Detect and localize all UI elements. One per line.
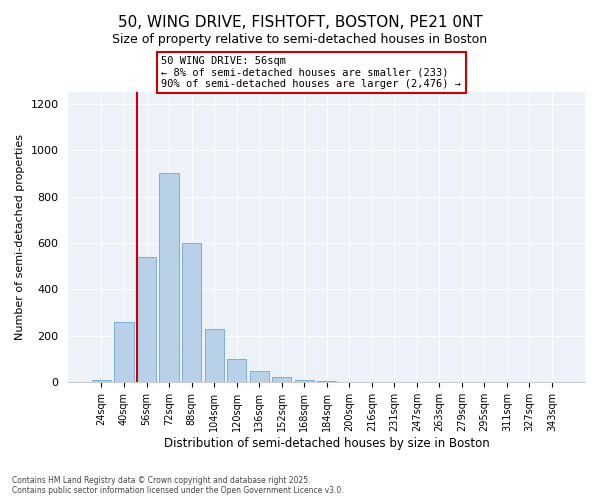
Y-axis label: Number of semi-detached properties: Number of semi-detached properties — [15, 134, 25, 340]
Bar — [92, 380, 111, 382]
Bar — [115, 322, 134, 382]
Text: Size of property relative to semi-detached houses in Boston: Size of property relative to semi-detach… — [112, 32, 488, 46]
Bar — [295, 380, 314, 382]
Text: Contains HM Land Registry data © Crown copyright and database right 2025.
Contai: Contains HM Land Registry data © Crown c… — [12, 476, 344, 495]
Bar — [250, 370, 269, 382]
Bar — [205, 329, 224, 382]
Text: 50 WING DRIVE: 56sqm
← 8% of semi-detached houses are smaller (233)
90% of semi-: 50 WING DRIVE: 56sqm ← 8% of semi-detach… — [161, 56, 461, 89]
Bar — [137, 257, 156, 382]
X-axis label: Distribution of semi-detached houses by size in Boston: Distribution of semi-detached houses by … — [164, 437, 490, 450]
Bar — [160, 174, 179, 382]
Bar — [272, 376, 291, 382]
Text: 50, WING DRIVE, FISHTOFT, BOSTON, PE21 0NT: 50, WING DRIVE, FISHTOFT, BOSTON, PE21 0… — [118, 15, 482, 30]
Bar — [227, 359, 246, 382]
Bar — [317, 381, 336, 382]
Bar — [182, 243, 201, 382]
